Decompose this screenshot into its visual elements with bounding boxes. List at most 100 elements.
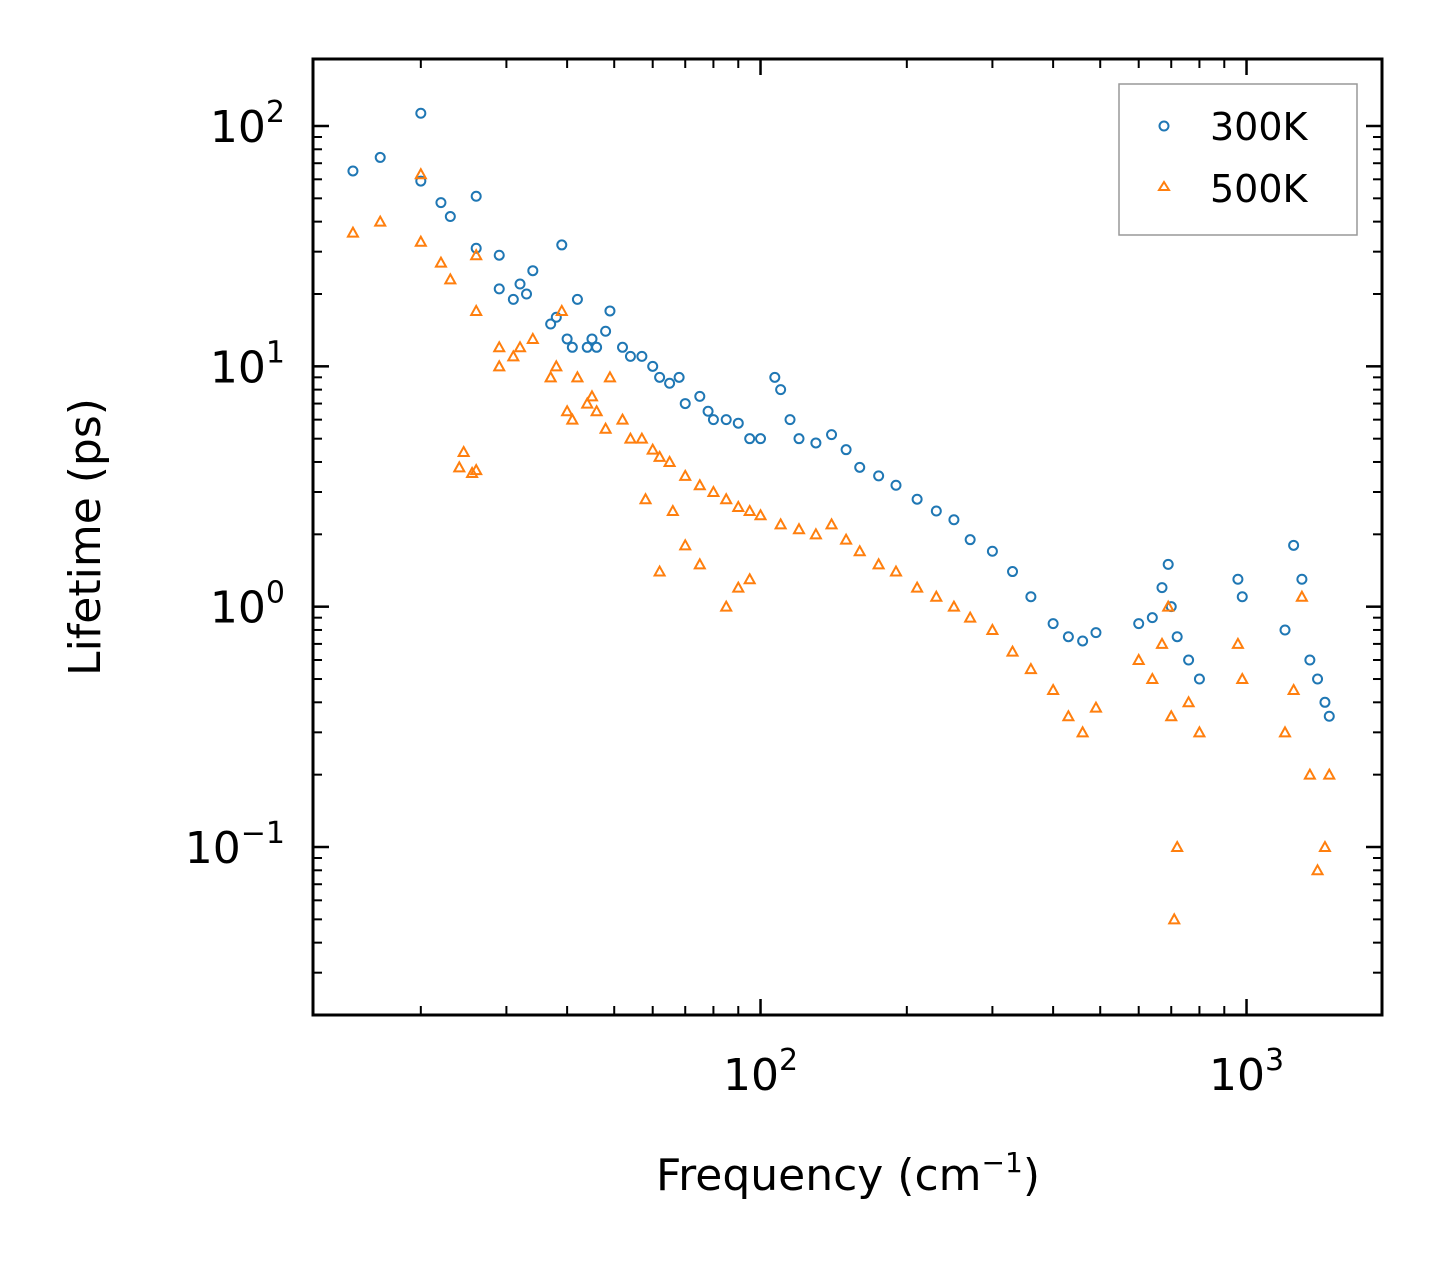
point-300k: [948, 514, 960, 526]
point-500k: [469, 463, 483, 476]
point-500k: [543, 370, 558, 383]
point-500k: [513, 340, 527, 353]
point-500k: [1075, 725, 1090, 738]
point-500k: [635, 431, 649, 444]
point-300k: [1312, 673, 1324, 685]
point-500k: [623, 431, 638, 444]
point-500k: [1231, 636, 1245, 649]
point-500k: [742, 572, 757, 585]
point-500k: [465, 465, 479, 478]
point-300k: [673, 371, 685, 383]
point-500k: [506, 349, 521, 362]
y-tick-label: 100: [210, 576, 285, 634]
point-500k: [1322, 767, 1336, 780]
point-500k: [1310, 863, 1325, 876]
point-300k: [415, 107, 427, 119]
point-500k: [1295, 589, 1309, 602]
x-tick-label: 103: [1209, 1043, 1284, 1101]
point-500k: [1145, 671, 1160, 685]
legend-marker-300k: [1158, 120, 1170, 132]
point-500k: [662, 454, 677, 467]
point-300k: [1323, 710, 1335, 722]
point-300k: [1319, 696, 1331, 708]
point-300k: [769, 371, 781, 383]
point-300k: [444, 211, 456, 223]
point-300k: [707, 414, 719, 426]
point-500k: [434, 255, 448, 268]
point-500k: [719, 492, 733, 505]
point-300k: [415, 175, 427, 187]
point-500k: [469, 248, 483, 261]
legend-label-500k: 500K: [1210, 167, 1309, 211]
point-500k: [652, 564, 667, 577]
point-500k: [1192, 725, 1207, 738]
point-300k: [1007, 566, 1019, 578]
point-300k: [784, 414, 796, 426]
point-500k: [1005, 644, 1020, 657]
point-300k: [911, 493, 923, 505]
point-500k: [1167, 912, 1181, 925]
point-500k: [570, 370, 585, 383]
point-300k: [556, 239, 568, 251]
point-500k: [947, 599, 961, 612]
point-500k: [666, 503, 680, 517]
point-500k: [1024, 662, 1038, 675]
point-500k: [742, 503, 757, 517]
point-300k: [1025, 591, 1037, 603]
point-300k: [1062, 631, 1074, 643]
point-300k: [810, 437, 822, 449]
point-300k: [435, 197, 447, 209]
point-300k: [374, 151, 386, 163]
point-300k: [571, 293, 583, 305]
point-500k: [731, 499, 745, 512]
point-500k: [565, 412, 580, 425]
point-300k: [1279, 624, 1291, 636]
point-500k: [1089, 700, 1103, 713]
point-500k: [615, 412, 630, 425]
point-500k: [414, 234, 428, 247]
point-300k: [664, 377, 676, 389]
point-500k: [809, 527, 823, 540]
legend: 300K 500K: [1118, 83, 1358, 236]
point-300k: [654, 371, 666, 383]
point-500k: [824, 517, 839, 530]
point-300k: [840, 444, 852, 456]
point-500k: [1181, 695, 1196, 708]
point-300k: [679, 398, 691, 410]
point-500k: [1061, 709, 1076, 722]
point-500k: [773, 517, 788, 530]
point-500k: [346, 225, 360, 238]
point-300k: [793, 433, 805, 445]
point-500k: [456, 444, 471, 458]
point-500k: [469, 303, 483, 316]
point-300k: [521, 288, 533, 300]
plot-frame: [311, 57, 1384, 1017]
point-500k: [560, 404, 574, 417]
point-500k: [678, 538, 692, 551]
point-500k: [555, 303, 569, 316]
point-300k: [616, 341, 628, 353]
point-300k: [1047, 618, 1059, 630]
point-300k: [930, 505, 942, 517]
point-500k: [853, 544, 867, 557]
x-tick-labels: 102 103: [723, 1043, 1284, 1101]
point-300k: [1133, 618, 1145, 630]
point-300k: [854, 461, 866, 473]
point-500k: [492, 340, 506, 353]
point-500k: [585, 389, 599, 402]
point-500k: [985, 622, 1000, 635]
point-300k: [694, 390, 706, 402]
point-300k: [514, 278, 526, 290]
point-300k: [755, 433, 767, 445]
point-300k: [647, 360, 659, 372]
point-500k: [1046, 682, 1060, 696]
point-500k: [443, 272, 458, 285]
y-axis-label: Lifetime (ps): [60, 398, 111, 676]
point-300k: [1296, 573, 1308, 585]
point-500k: [719, 599, 733, 612]
legend-marker-500k: [1157, 180, 1171, 191]
point-300k: [493, 249, 505, 261]
point-500k: [1235, 671, 1249, 685]
point-300k: [470, 242, 482, 254]
